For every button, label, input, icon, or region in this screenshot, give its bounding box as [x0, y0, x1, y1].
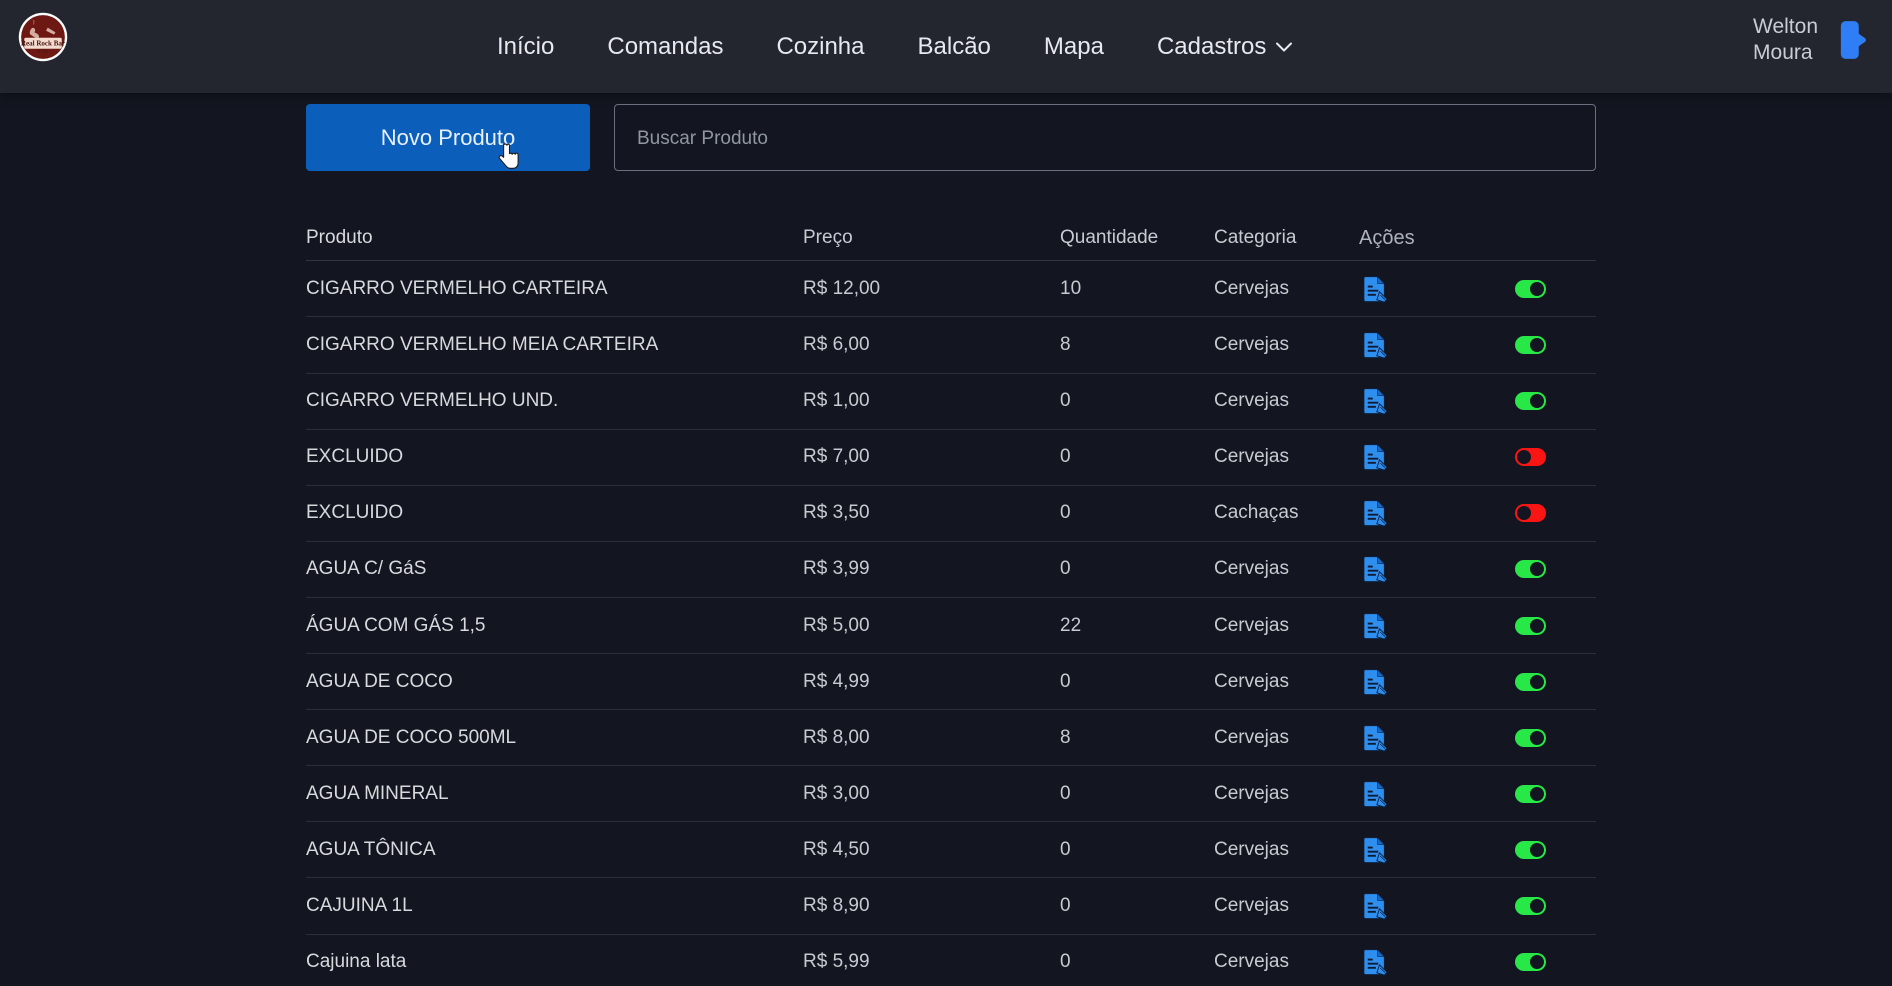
svg-text:Real Rock Bar: Real Rock Bar: [21, 40, 65, 48]
svg-text:& Bar: & Bar: [37, 50, 49, 55]
